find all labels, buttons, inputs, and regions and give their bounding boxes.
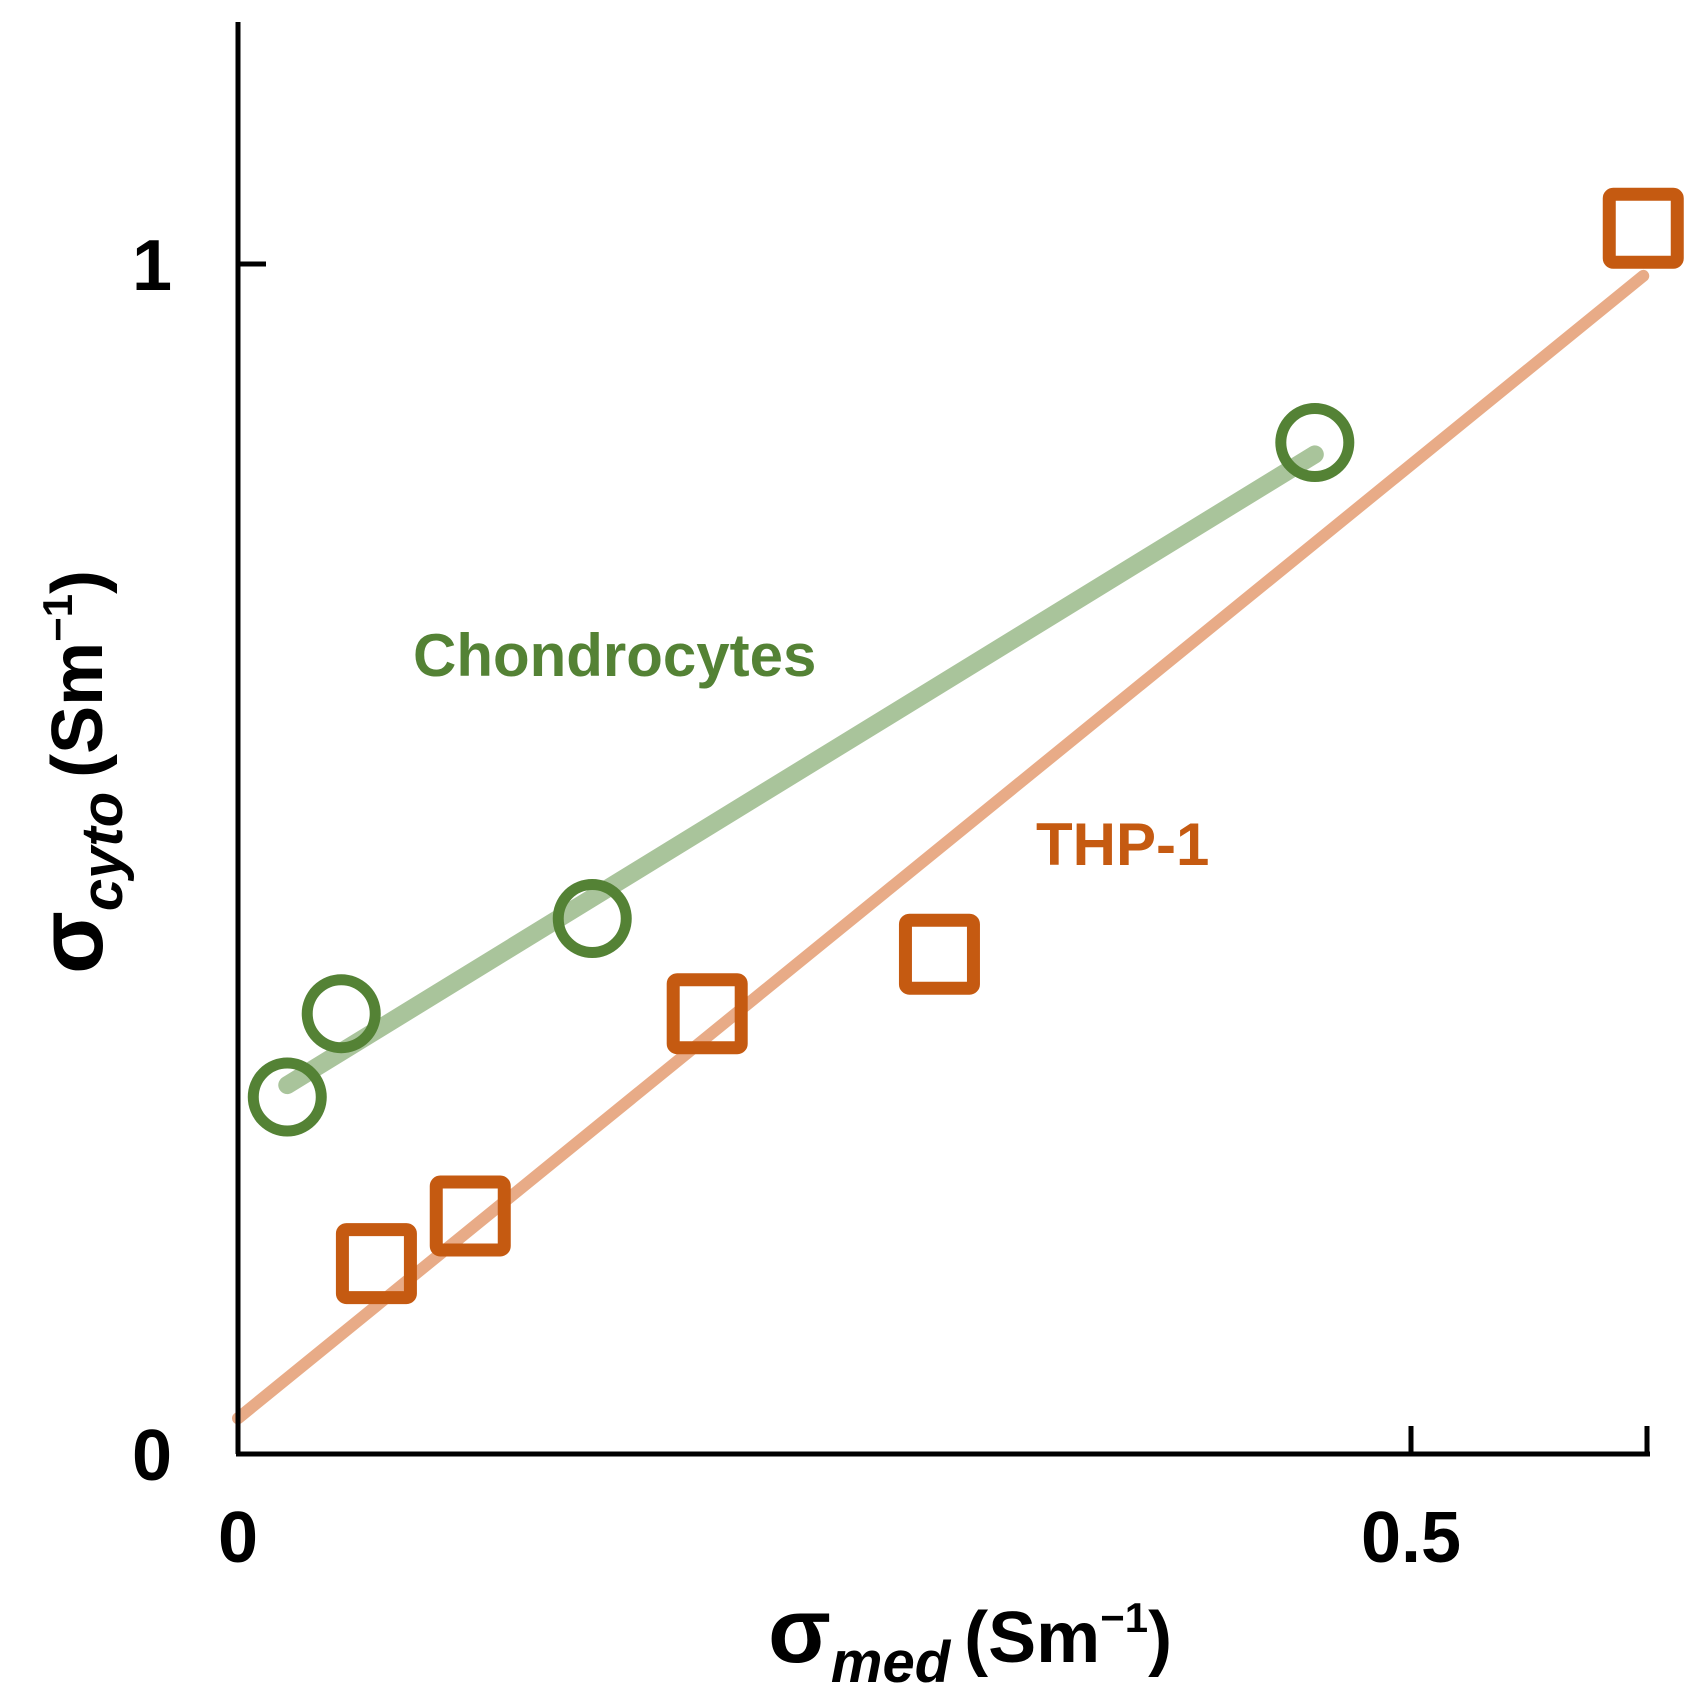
y-tick-label: 1: [132, 226, 172, 306]
x-axis-title-unit: (Sm: [964, 1598, 1100, 1678]
y-axis-title-symbol: σ: [20, 911, 122, 974]
series-label-thp1: THP-1: [1036, 811, 1209, 878]
y-axis-title-exponent: −1: [34, 594, 81, 642]
data-point-thp1: [429, 1175, 511, 1257]
x-tick-label: 0.5: [1361, 1498, 1461, 1578]
data-point-thp1: [666, 973, 748, 1055]
y-tick-label: 0: [132, 1416, 172, 1496]
fit-line-chondrocytes: [278, 445, 1324, 1095]
data-point-thp1: [898, 913, 980, 995]
data-point-thp1: [1602, 187, 1684, 269]
x-axis-title: σmed (Sm−1): [768, 1580, 1172, 1695]
data-point-chondrocytes: [552, 879, 632, 958]
x-axis-title-exponent: −1: [1100, 1594, 1148, 1641]
data-point-chondrocytes: [1275, 403, 1355, 482]
axis-ticks: 0 1 0 0.5: [132, 226, 1461, 1578]
y-axis-title-unit: (Sm: [38, 642, 118, 778]
y-axis-title-subscript: cyto: [70, 792, 135, 911]
fit-line-thp1: [232, 269, 1650, 1425]
series-label-chondrocytes: Chondrocytes: [413, 622, 816, 689]
data-point-chondrocytes: [247, 1057, 327, 1137]
x-axis-title-subscript: med: [831, 1630, 952, 1695]
data-markers: [247, 187, 1684, 1305]
x-axis-title-symbol: σ: [768, 1580, 831, 1682]
data-point-thp1: [335, 1223, 417, 1305]
y-axis-title-close: ): [38, 570, 118, 594]
x-axis-title-close: ): [1148, 1598, 1172, 1678]
fit-lines: [232, 269, 1650, 1425]
axes: [235, 22, 1650, 1457]
data-point-chondrocytes: [301, 974, 381, 1054]
x-tick-label: 0: [218, 1498, 258, 1578]
y-axis-title: σcyto (Sm−1): [20, 570, 135, 974]
